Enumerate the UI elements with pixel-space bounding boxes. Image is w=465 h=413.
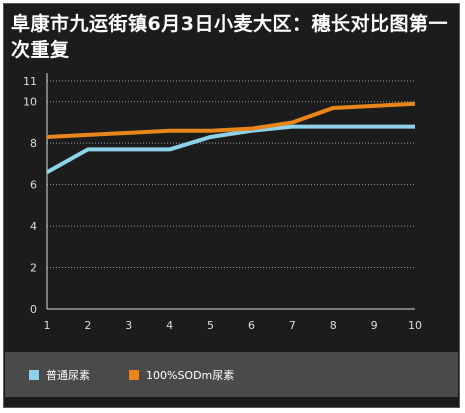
y-tick-label: 6: [30, 179, 37, 192]
x-tick-label: 8: [330, 319, 337, 332]
legend-swatch-series-2: [129, 370, 139, 380]
x-tick-label: 4: [166, 319, 173, 332]
legend-item-series-2: 100%SODm尿素: [129, 367, 234, 383]
series-line-1: [46, 124, 415, 174]
legend-label-series-2: 100%SODm尿素: [146, 369, 235, 382]
x-tick-label: 2: [84, 319, 91, 332]
chart-frame: 阜康市九运街镇6月3日小麦大区：穗长对比图第一次重复 0 2 4 6 8 10 11 1 2 3 4…: [3, 3, 460, 408]
y-tick-label: 4: [30, 220, 37, 233]
chart-title: 阜康市九运街镇6月3日小麦大区：穗长对比图第一次重复: [11, 13, 448, 61]
y-tick-label: 8: [30, 137, 37, 150]
legend-label-series-1: 普通尿素: [46, 369, 90, 382]
y-tick-label: 11: [23, 75, 37, 88]
legend-swatch-series-1: [29, 370, 39, 380]
x-tick-label: 6: [248, 319, 255, 332]
x-tick-label: 3: [125, 319, 132, 332]
y-tick-label: 10: [23, 96, 37, 109]
x-tick-label: 7: [289, 319, 296, 332]
x-tick-label: 10: [408, 319, 422, 332]
legend-item-series-1: 普通尿素: [29, 367, 90, 383]
x-tick-label: 1: [44, 319, 51, 332]
y-tick-label: 0: [30, 303, 37, 316]
x-tick-label: 9: [371, 319, 378, 332]
y-tick-label: 2: [30, 262, 37, 275]
x-tick-label: 5: [207, 319, 214, 332]
legend: 普通尿素 100%SODm尿素: [5, 352, 458, 397]
series-line-2: [46, 101, 416, 139]
